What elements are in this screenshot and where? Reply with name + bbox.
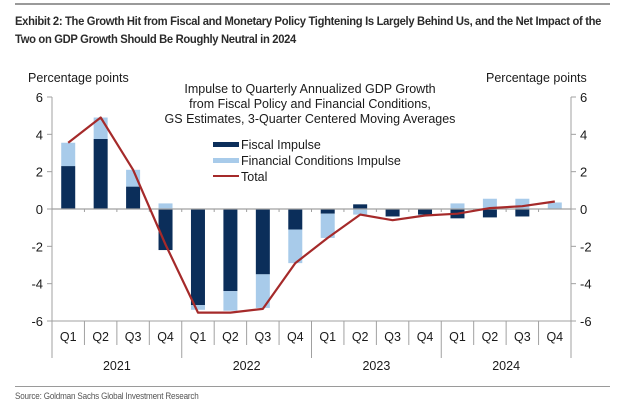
y-axis-label-right: Percentage points	[486, 71, 587, 85]
x-tick-label-year: 2023	[362, 359, 390, 373]
x-tick-label-quarter: Q2	[92, 330, 109, 344]
y-tick-label-right: 6	[580, 90, 587, 105]
legend-label-financial: Financial Conditions Impulse	[241, 154, 401, 168]
top-rule	[15, 3, 610, 5]
x-tick-label-year: 2024	[492, 359, 520, 373]
y-axis-label-left: Percentage points	[28, 71, 129, 85]
x-tick-label-quarter: Q2	[222, 330, 239, 344]
bar-financial-conditions-impulse	[190, 305, 205, 310]
bar-financial-conditions-impulse	[547, 202, 562, 209]
y-tick-label-right: 4	[580, 127, 587, 142]
y-tick-label-left: 6	[36, 90, 43, 105]
x-tick-label-quarter: Q2	[352, 330, 369, 344]
y-tick-label-right: -4	[580, 277, 592, 292]
source-note: Source: Goldman Sachs Global Investment …	[15, 391, 199, 401]
bar-financial-conditions-impulse	[158, 203, 173, 209]
y-tick-label-left: 2	[36, 165, 43, 180]
bar-financial-conditions-impulse	[126, 169, 141, 187]
legend-label-fiscal: Fiscal Impulse	[241, 138, 321, 152]
x-tick-label-quarter: Q1	[319, 330, 336, 344]
bar-fiscal-impulse	[255, 209, 270, 275]
bar-fiscal-impulse	[320, 209, 335, 214]
x-tick-label-quarter: Q3	[125, 330, 142, 344]
x-tick-label-quarter: Q4	[157, 330, 174, 344]
bar-fiscal-impulse	[126, 186, 141, 209]
legend-swatch-fiscal	[213, 142, 239, 147]
y-tick-label-right: -6	[580, 314, 592, 329]
bar-financial-conditions-impulse	[482, 198, 497, 209]
x-tick-label-year: 2021	[103, 359, 131, 373]
bar-fiscal-impulse	[288, 209, 303, 230]
x-tick-label-year: 2022	[233, 359, 261, 373]
legend-swatch-total	[213, 175, 239, 177]
bar-fiscal-impulse	[385, 209, 400, 217]
bar-fiscal-impulse	[515, 209, 530, 217]
y-tick-label-left: 0	[36, 202, 43, 217]
bar-financial-conditions-impulse	[515, 198, 530, 209]
bottom-rule	[15, 386, 610, 387]
bar-financial-conditions-impulse	[255, 274, 270, 308]
bar-fiscal-impulse	[418, 209, 433, 215]
chart-title-line: from Fiscal Policy and Financial Conditi…	[189, 97, 431, 111]
x-tick-label-quarter: Q2	[482, 330, 499, 344]
x-tick-label-quarter: Q4	[546, 330, 563, 344]
lines-layer	[67, 116, 555, 314]
bar-financial-conditions-impulse	[61, 142, 76, 167]
y-tick-label-left: -4	[31, 277, 43, 292]
y-tick-label-left: 4	[36, 127, 43, 142]
y-tick-label-left: -2	[31, 239, 43, 254]
y-tick-label-right: -2	[580, 239, 592, 254]
bar-financial-conditions-impulse	[450, 203, 465, 209]
x-tick-label-quarter: Q3	[384, 330, 401, 344]
chart-title-line: GS Estimates, 3-Quarter Centered Moving …	[165, 112, 456, 126]
axes-layer: 6 6 4 4 2 2 0 0 -2 -2 -4 -4 -6 -6 Q1 Q2 Q3 Q4 Q1 Q2 Q3 Q4 Q1 Q2…	[31, 90, 591, 373]
bar-fiscal-impulse	[353, 204, 368, 209]
bar-fiscal-impulse	[158, 209, 173, 251]
x-tick-label-quarter: Q3	[255, 330, 272, 344]
legend-label-total: Total	[241, 170, 267, 184]
bar-fiscal-impulse	[190, 209, 205, 306]
bar-financial-conditions-impulse	[223, 291, 238, 311]
bar-financial-conditions-impulse	[288, 229, 303, 264]
bar-financial-conditions-impulse	[320, 213, 335, 238]
legend-swatch-financial	[213, 158, 239, 163]
legend: Fiscal Impulse Financial Conditions Impu…	[213, 138, 401, 184]
line-total	[67, 116, 555, 314]
x-tick-label-quarter: Q1	[449, 330, 466, 344]
bar-financial-conditions-impulse	[353, 209, 368, 215]
bar-fiscal-impulse	[61, 166, 76, 209]
y-tick-label-left: -6	[31, 314, 43, 329]
x-tick-label-quarter: Q3	[514, 330, 531, 344]
y-tick-label-right: 0	[580, 202, 587, 217]
bars-layer	[61, 117, 562, 311]
bar-fiscal-impulse	[482, 209, 497, 218]
exhibit-title: Exhibit 2: The Growth Hit from Fiscal an…	[15, 14, 602, 46]
y-tick-label-right: 2	[580, 165, 587, 180]
bar-fiscal-impulse	[223, 209, 238, 292]
x-tick-label-quarter: Q1	[60, 330, 77, 344]
x-tick-label-quarter: Q1	[190, 330, 207, 344]
x-tick-label-quarter: Q4	[417, 330, 434, 344]
x-tick-label-quarter: Q4	[287, 330, 304, 344]
bar-fiscal-impulse	[93, 139, 108, 209]
chart-title: Impulse to Quarterly Annualized GDP Grow…	[165, 82, 456, 126]
chart-title-line: Impulse to Quarterly Annualized GDP Grow…	[184, 82, 435, 96]
